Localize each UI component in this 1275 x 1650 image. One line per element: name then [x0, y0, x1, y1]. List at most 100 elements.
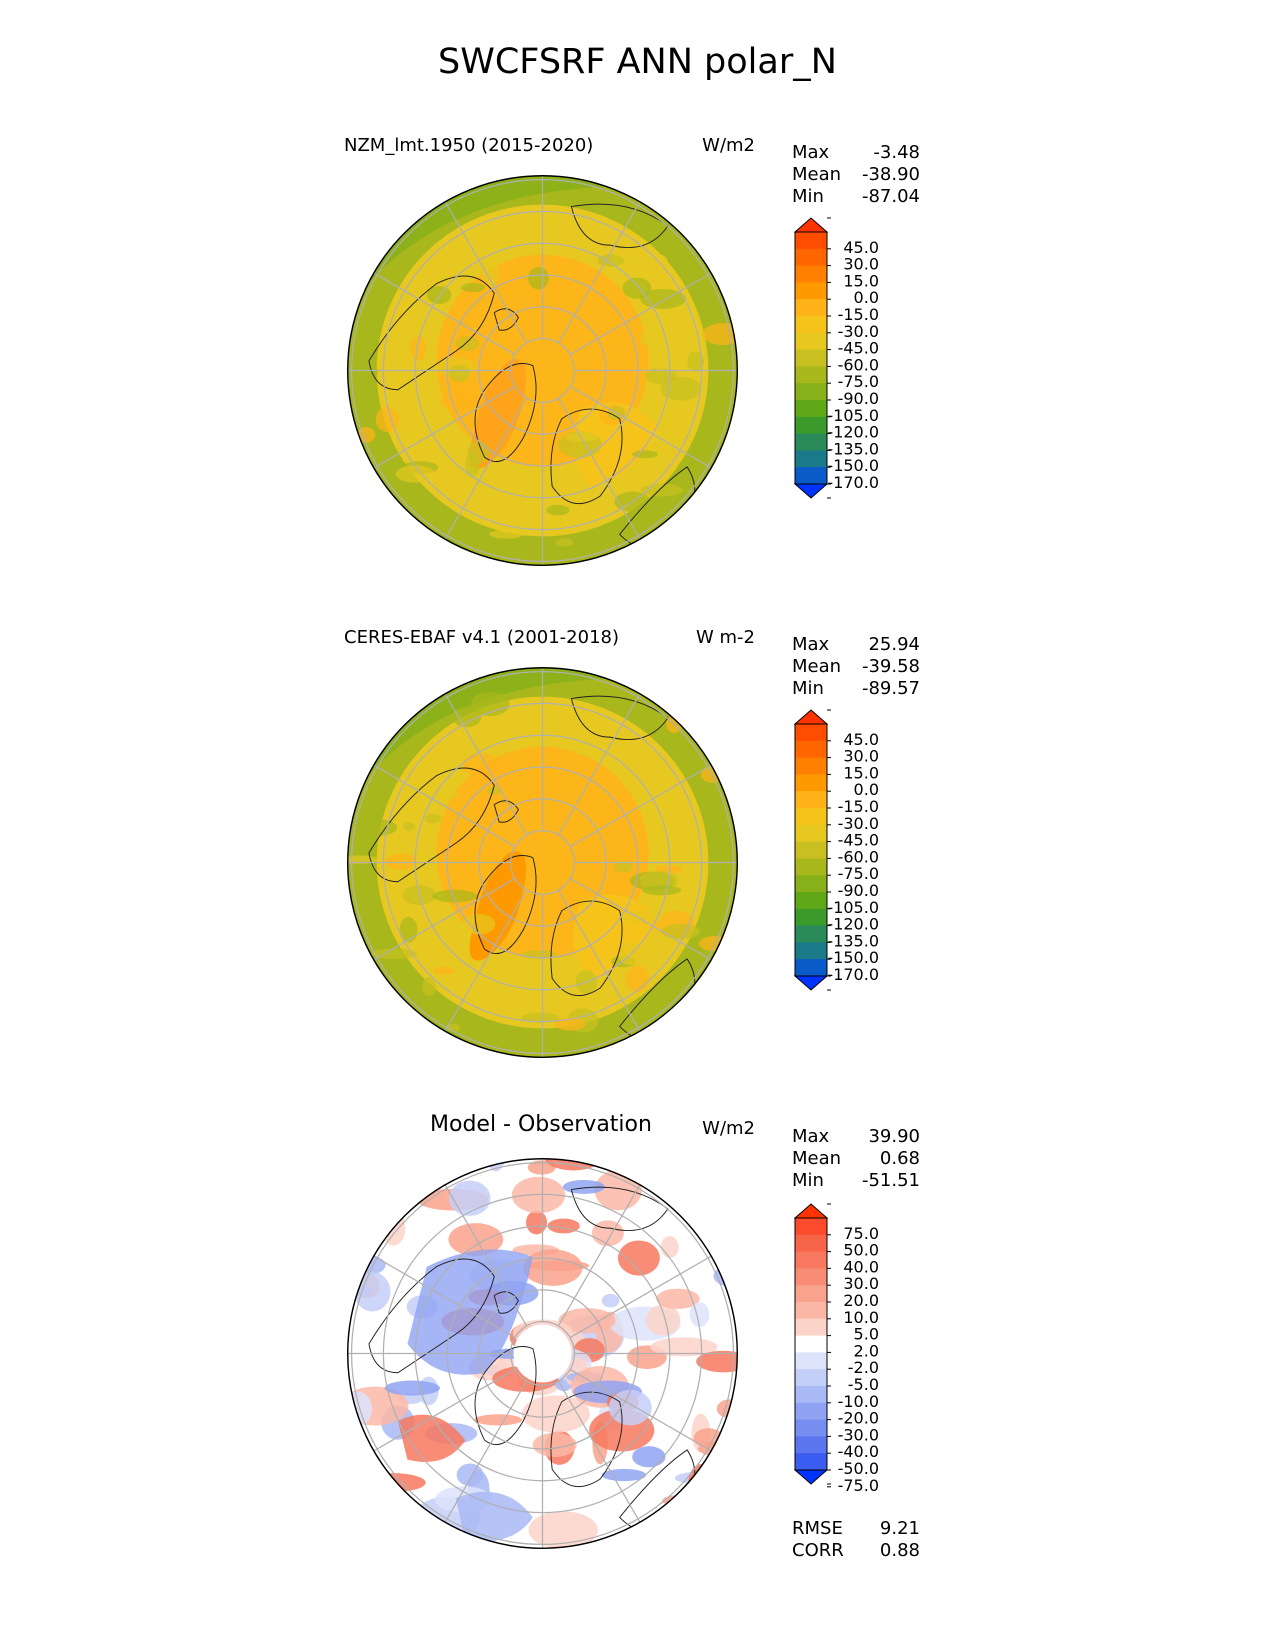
meridian-line: [569, 1368, 712, 1452]
coastline: [550, 900, 623, 997]
field-patch: [482, 260, 500, 288]
min-label: Min: [792, 678, 824, 699]
colorbar-tick-label: -5.0: [848, 1375, 879, 1394]
field-patch: [399, 917, 418, 943]
coastline: [550, 1391, 623, 1488]
coastline: [550, 408, 623, 505]
min-value: -51.51: [861, 1170, 920, 1191]
colorbar-tick-label: 45.0: [843, 730, 879, 749]
field-patch: [424, 813, 442, 824]
panel-difference: Model - Observation W/m2 Max 39.90 Mean 0.…: [0, 0, 1275, 1561]
field-patch: [532, 1432, 577, 1457]
field-patch: [674, 1470, 738, 1486]
colorbar-tick-label: 40.0: [843, 1257, 879, 1276]
field-patch: [651, 353, 694, 373]
max-label: Max: [792, 142, 830, 163]
field-patch: [688, 1463, 716, 1503]
meridian-line: [569, 877, 712, 961]
colorbar-segment: [795, 1234, 827, 1253]
colorbar-tick-label: 2.0: [854, 1341, 879, 1360]
field-patch: [433, 966, 456, 976]
colorbar-segment: [795, 824, 827, 843]
field-patch: [486, 786, 502, 795]
panel-units: W/m2: [702, 135, 755, 156]
field-patch: [462, 752, 500, 777]
field-patch: [462, 913, 496, 935]
field-patch: [385, 853, 417, 870]
field-patch: [697, 1440, 738, 1458]
colorbar-tick-label: 30.0: [843, 1274, 879, 1293]
meridian-line: [557, 397, 641, 540]
corr-label: CORR: [792, 1540, 844, 1561]
field-patch: [661, 923, 700, 940]
colorbar-segment: [795, 400, 827, 418]
field-patch: [608, 1389, 652, 1426]
field-patch: [546, 504, 570, 516]
coastline: [474, 855, 537, 954]
field-patch: [474, 1414, 523, 1426]
colorbar-segment: [795, 433, 827, 451]
colorbar-segment: [795, 1352, 827, 1370]
meridian-line: [373, 272, 516, 356]
colorbar-extend-min: [793, 483, 829, 499]
colorbar-tick-label: 50.0: [843, 1241, 879, 1260]
mean-label: Mean: [792, 1148, 842, 1169]
panel-title: NZM_lmt.1950 (2015-2020): [344, 135, 594, 156]
colorbar: 75.050.040.030.020.010.05.02.0-2.0-5.0-1…: [793, 1203, 879, 1495]
colorbar-tick-label: -105.0: [827, 898, 879, 917]
field-patch: [422, 977, 437, 996]
field-patch: [548, 515, 566, 534]
field-patch: [654, 254, 668, 270]
colorbar-tick-label: -45.0: [838, 831, 879, 850]
field-patch: [689, 1302, 710, 1328]
colorbar-tick-label: 10.0: [843, 1308, 879, 1327]
colorbar-tick-label: 45.0: [843, 238, 879, 257]
colorbar-segment: [795, 349, 827, 367]
colorbar-segment: [795, 316, 827, 334]
meridian-line: [444, 1184, 528, 1327]
field-patch: [621, 910, 665, 924]
colorbar-segment: [795, 1285, 827, 1303]
field-patch: [555, 538, 574, 547]
max-label: Max: [792, 1126, 830, 1147]
colorbar-tick-label: -150.0: [827, 948, 879, 967]
field-patch: [521, 1395, 590, 1433]
field-patch: [613, 861, 633, 873]
colorbar-segment: [795, 1369, 827, 1387]
colorbar-segment: [795, 232, 827, 250]
field-patch: [426, 285, 452, 305]
colorbar-tick-label: 15.0: [843, 763, 879, 782]
colorbar-segment: [795, 1268, 827, 1286]
colorbar-segment: [795, 774, 827, 792]
colorbar-tick-label: 30.0: [843, 255, 879, 274]
colorbar-tick-label: 0.0: [854, 780, 879, 799]
colorbar-tick-label: -105.0: [827, 406, 879, 425]
field-patch: [354, 1272, 391, 1312]
field-patch: [362, 819, 398, 836]
colorbar-tick-label: 30.0: [843, 747, 879, 766]
colorbar-extend-max: [793, 1203, 829, 1219]
field-patch: [687, 350, 705, 372]
stats-box: Max -3.48 Mean -38.90 Min -87.04: [792, 142, 920, 208]
colorbar-segment: [795, 1453, 827, 1471]
colorbar-tick-label: -30.0: [838, 1425, 879, 1444]
field-greenland: [469, 359, 526, 469]
colorbar-frame: [794, 1217, 828, 1471]
field-patch: [397, 864, 436, 884]
colorbar-tick-label: -40.0: [838, 1442, 879, 1461]
colorbar-tick-label: 20.0: [843, 1291, 879, 1310]
colorbar-tick-label: -50.0: [838, 1459, 879, 1478]
colorbar-segment: [795, 1218, 827, 1236]
field-patch: [642, 885, 682, 896]
colorbar-segment: [795, 1302, 827, 1320]
max-value: -3.48: [873, 142, 920, 163]
colorbar-tick-label: -90.0: [838, 389, 879, 408]
coastline: [474, 1346, 537, 1445]
field-patch: [461, 282, 486, 293]
field-patch: [370, 948, 417, 960]
colorbar-tick-label: -15.0: [838, 797, 879, 816]
meridian-line: [569, 764, 712, 848]
colorbar-tick-label: -170.0: [827, 965, 879, 984]
field-patch: [632, 450, 659, 459]
colorbar-tick-label: -20.0: [838, 1409, 879, 1428]
